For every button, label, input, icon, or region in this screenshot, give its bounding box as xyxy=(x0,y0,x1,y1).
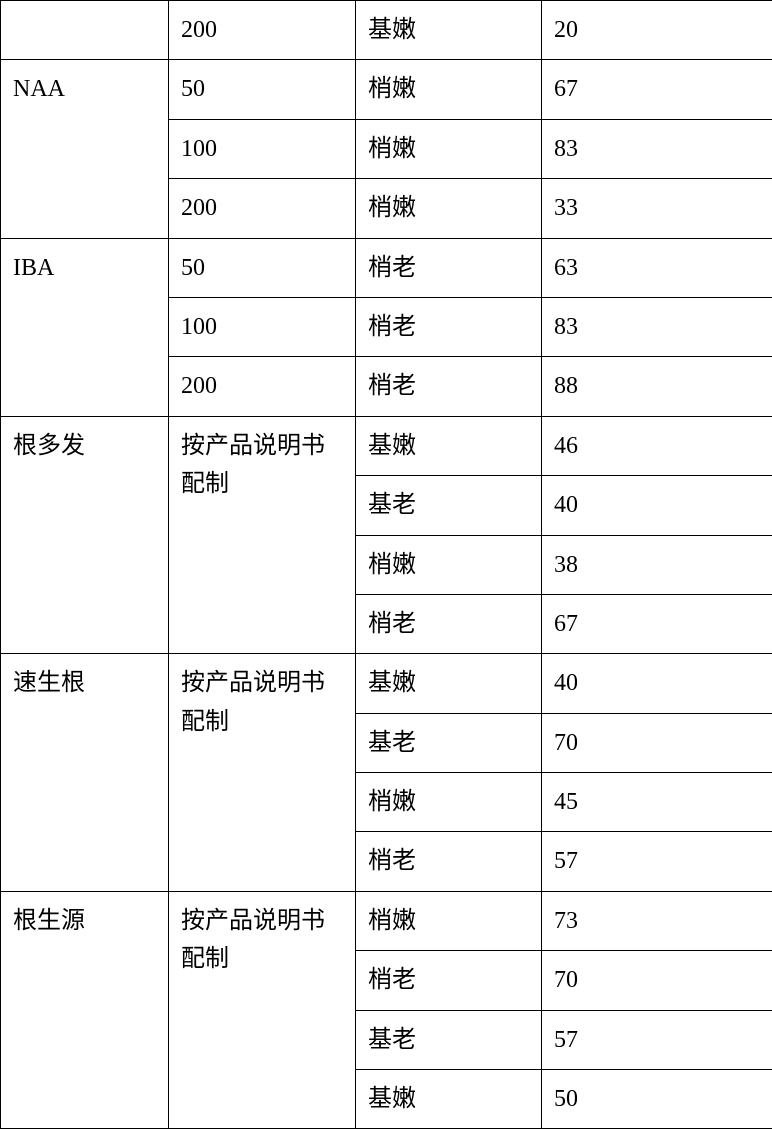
type-cell: 梢嫩 xyxy=(356,119,542,178)
value-cell: 50 xyxy=(542,1070,772,1129)
value-cell: 33 xyxy=(542,179,772,238)
table-row: NAA50梢嫩67 xyxy=(1,60,772,119)
type-cell: 基嫩 xyxy=(356,1070,542,1129)
concentration-cell: 按产品说明书配制 xyxy=(169,416,356,654)
value-cell: 73 xyxy=(542,891,772,950)
treatment-cell xyxy=(1,1,169,60)
concentration-cell: 按产品说明书配制 xyxy=(169,891,356,1129)
treatment-cell: 根多发 xyxy=(1,416,169,654)
type-cell: 基老 xyxy=(356,713,542,772)
data-table-container: 200基嫩20NAA50梢嫩67100梢嫩83200梢嫩33IBA50梢老631… xyxy=(0,0,772,1129)
value-cell: 83 xyxy=(542,119,772,178)
treatment-cell: IBA xyxy=(1,238,169,416)
table-row: 速生根按产品说明书配制基嫩40 xyxy=(1,654,772,713)
concentration-cell: 50 xyxy=(169,238,356,297)
value-cell: 67 xyxy=(542,594,772,653)
type-cell: 基老 xyxy=(356,1010,542,1069)
value-cell: 70 xyxy=(542,951,772,1010)
value-cell: 45 xyxy=(542,773,772,832)
table-row: IBA50梢老63 xyxy=(1,238,772,297)
type-cell: 梢老 xyxy=(356,832,542,891)
type-cell: 梢嫩 xyxy=(356,179,542,238)
table-row: 根生源按产品说明书配制梢嫩73 xyxy=(1,891,772,950)
concentration-cell: 200 xyxy=(169,1,356,60)
concentration-cell: 50 xyxy=(169,60,356,119)
type-cell: 梢嫩 xyxy=(356,773,542,832)
type-cell: 基嫩 xyxy=(356,654,542,713)
concentration-cell: 200 xyxy=(169,357,356,416)
value-cell: 40 xyxy=(542,654,772,713)
type-cell: 梢老 xyxy=(356,297,542,356)
value-cell: 38 xyxy=(542,535,772,594)
concentration-cell: 100 xyxy=(169,297,356,356)
treatment-cell: 速生根 xyxy=(1,654,169,892)
type-cell: 梢老 xyxy=(356,951,542,1010)
treatment-cell: 根生源 xyxy=(1,891,169,1129)
value-cell: 67 xyxy=(542,60,772,119)
type-cell: 基老 xyxy=(356,476,542,535)
type-cell: 梢老 xyxy=(356,594,542,653)
type-cell: 梢老 xyxy=(356,238,542,297)
type-cell: 基嫩 xyxy=(356,1,542,60)
value-cell: 46 xyxy=(542,416,772,475)
value-cell: 88 xyxy=(542,357,772,416)
treatment-cell: NAA xyxy=(1,60,169,238)
type-cell: 梢嫩 xyxy=(356,891,542,950)
concentration-cell: 200 xyxy=(169,179,356,238)
type-cell: 梢老 xyxy=(356,357,542,416)
value-cell: 83 xyxy=(542,297,772,356)
table-row: 200基嫩20 xyxy=(1,1,772,60)
table-body: 200基嫩20NAA50梢嫩67100梢嫩83200梢嫩33IBA50梢老631… xyxy=(1,1,772,1129)
data-table: 200基嫩20NAA50梢嫩67100梢嫩83200梢嫩33IBA50梢老631… xyxy=(0,0,772,1129)
value-cell: 70 xyxy=(542,713,772,772)
concentration-cell: 按产品说明书配制 xyxy=(169,654,356,892)
value-cell: 40 xyxy=(542,476,772,535)
value-cell: 63 xyxy=(542,238,772,297)
value-cell: 57 xyxy=(542,1010,772,1069)
type-cell: 基嫩 xyxy=(356,416,542,475)
table-row: 根多发按产品说明书配制基嫩46 xyxy=(1,416,772,475)
concentration-cell: 100 xyxy=(169,119,356,178)
type-cell: 梢嫩 xyxy=(356,535,542,594)
type-cell: 梢嫩 xyxy=(356,60,542,119)
value-cell: 20 xyxy=(542,1,772,60)
value-cell: 57 xyxy=(542,832,772,891)
